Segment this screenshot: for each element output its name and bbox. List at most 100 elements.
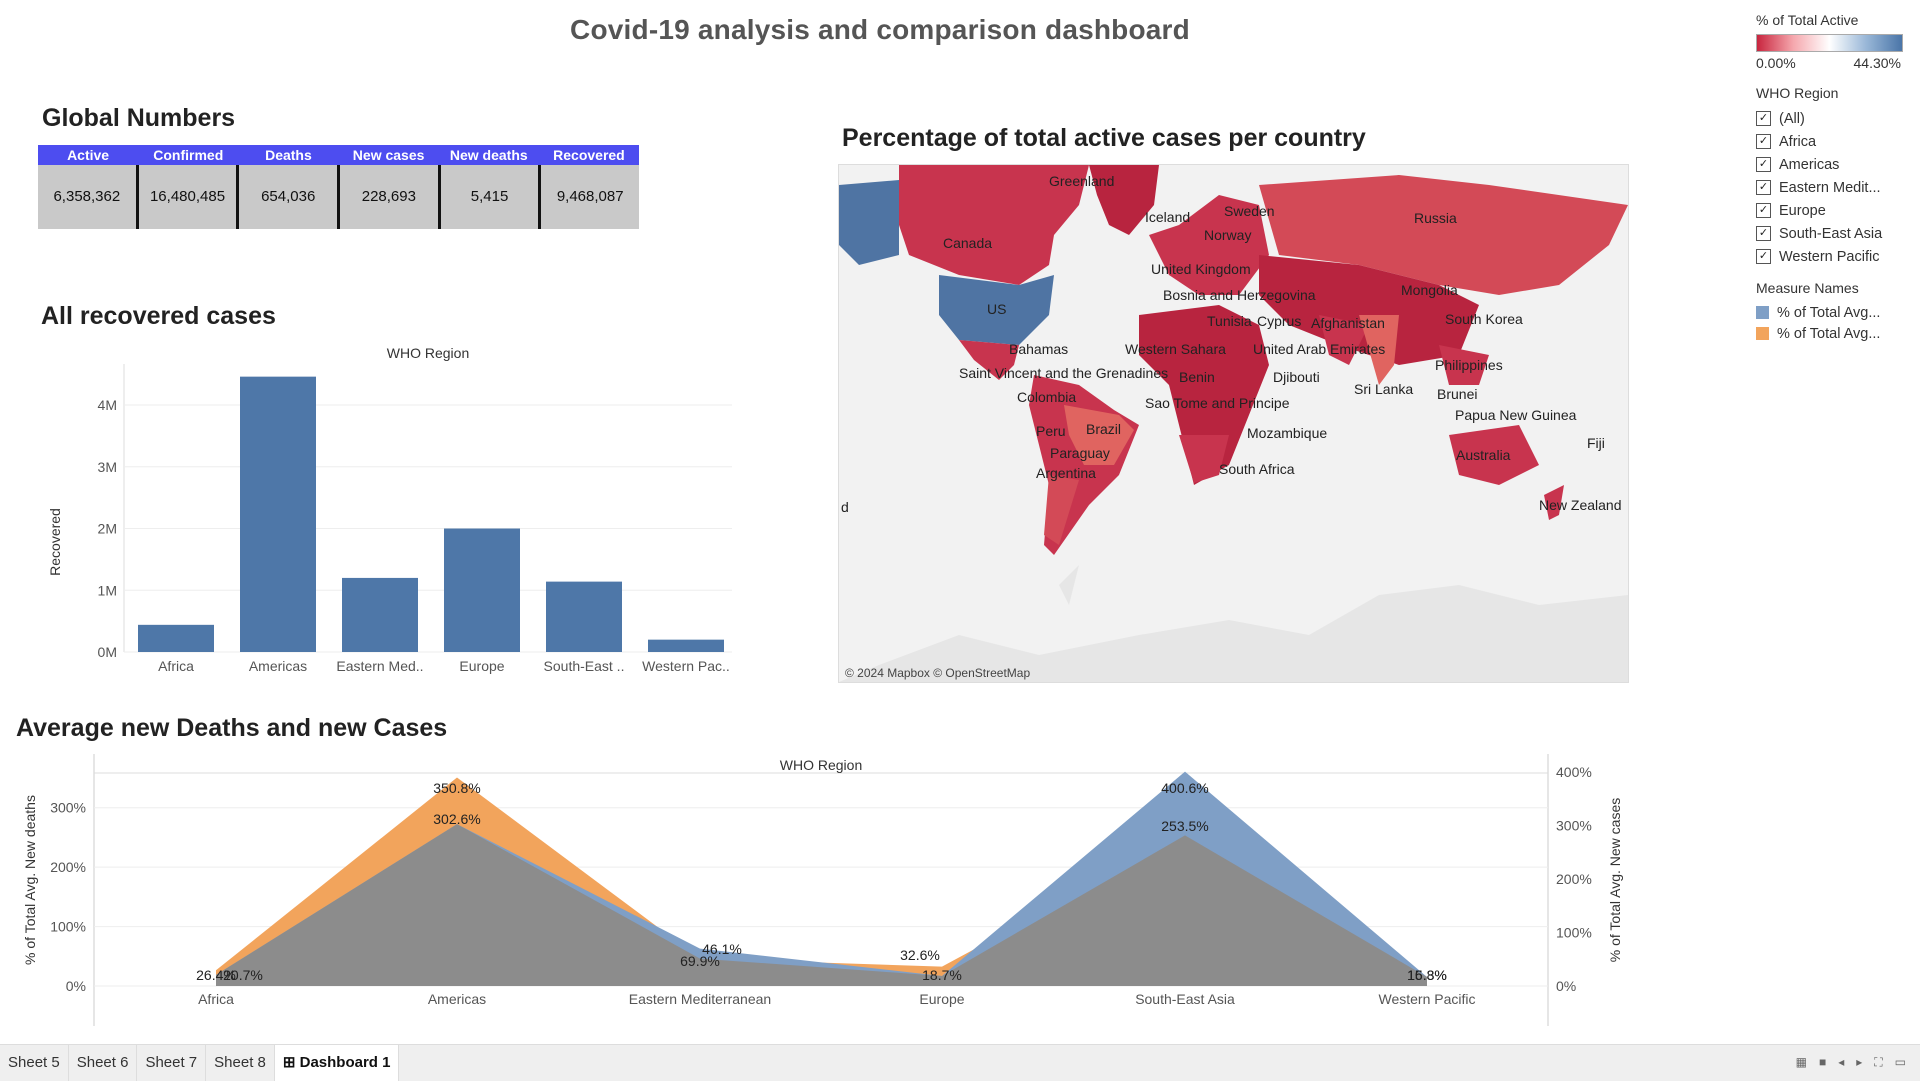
map-label-uk: United Kingdom xyxy=(1151,261,1251,277)
grid-view-icon[interactable]: ▦ xyxy=(1795,1055,1807,1069)
checkbox-icon[interactable]: ✓ xyxy=(1756,134,1771,149)
value-confirmed: 16,480,485 xyxy=(139,165,240,229)
region-filter-americas[interactable]: ✓ Americas xyxy=(1756,153,1916,176)
map-label-new-zealand: New Zealand xyxy=(1539,497,1622,513)
map-label-saint-vincent: Saint Vincent and the Grenadines xyxy=(959,365,1169,381)
map-label-djibouti: Djibouti xyxy=(1273,369,1320,385)
avg-left-tick: 300% xyxy=(50,800,86,816)
mexico-shape[interactable] xyxy=(959,340,1019,380)
avg-overlap-area xyxy=(216,824,1427,986)
world-map[interactable]: Greenland Iceland Sweden Norway Russia C… xyxy=(838,164,1629,683)
list-view-icon[interactable]: ■ xyxy=(1818,1055,1827,1069)
africa-shape[interactable] xyxy=(1139,305,1269,485)
measure-label: % of Total Avg... xyxy=(1777,325,1881,342)
greenland-shape[interactable] xyxy=(1089,165,1159,235)
avg-header: WHO Region xyxy=(780,757,862,773)
avg-data-label: 15.3% xyxy=(1407,967,1447,983)
checkbox-icon[interactable]: ✓ xyxy=(1756,226,1771,241)
world-map-shapes xyxy=(839,165,1628,682)
checkbox-icon[interactable]: ✓ xyxy=(1756,249,1771,264)
avg-chart-title: Average new Deaths and new Cases xyxy=(16,714,448,742)
recovered-ytick: 0M xyxy=(98,644,117,660)
recovered-bar[interactable] xyxy=(444,528,520,652)
recovered-bar[interactable] xyxy=(138,624,214,652)
next-icon[interactable]: ▸ xyxy=(1856,1055,1863,1069)
middle-east-shape[interactable] xyxy=(1319,315,1369,365)
avg-data-label: 46.1% xyxy=(702,941,742,957)
map-label-australia: Australia xyxy=(1456,447,1511,463)
header-active: Active xyxy=(67,147,110,163)
region-filter-africa[interactable]: ✓ Africa xyxy=(1756,130,1916,153)
prev-icon[interactable]: ◂ xyxy=(1838,1055,1845,1069)
avg-right-tick: 200% xyxy=(1556,871,1592,887)
measure-legend-item-blue[interactable]: % of Total Avg... xyxy=(1756,302,1916,323)
southeast-asia-shape[interactable] xyxy=(1439,345,1489,385)
map-label-us: US xyxy=(987,301,1007,317)
avg-data-label: 26.4% xyxy=(196,967,236,983)
russia-shape[interactable] xyxy=(1259,175,1628,295)
recovered-bar[interactable] xyxy=(240,376,316,652)
checkbox-icon[interactable]: ✓ xyxy=(1756,111,1771,126)
asia-shape[interactable] xyxy=(1259,255,1479,365)
region-filter-europe[interactable]: ✓ Europe xyxy=(1756,199,1916,222)
avg-right-ylabel: % of Total Avg. New cases xyxy=(1607,798,1623,962)
dashboard-title: Covid-19 analysis and comparison dashboa… xyxy=(570,14,1190,45)
map-label-south-africa: South Africa xyxy=(1219,461,1295,477)
map-label-argentina: Argentina xyxy=(1036,465,1096,481)
recovered-bar[interactable] xyxy=(342,577,418,652)
argentina-shape[interactable] xyxy=(1044,475,1079,545)
checkbox-icon[interactable]: ✓ xyxy=(1756,180,1771,195)
recovered-ytick: 2M xyxy=(98,521,117,537)
region-filter-western-pacific[interactable]: ✓ Western Pacific xyxy=(1756,245,1916,268)
australia-shape[interactable] xyxy=(1449,425,1539,485)
region-filter-eastern-med[interactable]: ✓ Eastern Medit... xyxy=(1756,176,1916,199)
recovered-y-ticks: 0M 1M 2M 3M 4M xyxy=(98,397,732,660)
present-icon[interactable]: ▭ xyxy=(1894,1055,1906,1069)
map-label-paraguay: Paraguay xyxy=(1050,445,1110,461)
india-shape[interactable] xyxy=(1359,315,1399,385)
avg-x-labels: Africa Americas Eastern Mediterranean Eu… xyxy=(198,991,1475,1007)
alaska-shape[interactable] xyxy=(839,180,899,265)
fullscreen-icon[interactable]: ⛶ xyxy=(1874,1055,1883,1069)
recovered-bar[interactable] xyxy=(546,581,622,652)
south-africa-shape[interactable] xyxy=(1179,435,1229,483)
map-label-mongolia: Mongolia xyxy=(1401,282,1458,298)
tab-sheet-8[interactable]: Sheet 8 xyxy=(206,1045,275,1081)
tab-dashboard-1[interactable]: ⊞ Dashboard 1 xyxy=(274,1045,400,1081)
avg-data-labels: 26.4% 20.7% 350.8% 302.6% 46.1% 69.9% 32… xyxy=(196,780,1447,983)
new-zealand-shape[interactable] xyxy=(1544,485,1564,520)
recovered-bars xyxy=(138,376,724,652)
avg-left-ylabel: % of Total Avg. New deaths xyxy=(22,795,38,965)
region-filter-south-east-asia[interactable]: ✓ South-East Asia xyxy=(1756,222,1916,245)
recovered-bar[interactable] xyxy=(648,639,724,652)
global-numbers-header-row: Active Confirmed Deaths New cases New de… xyxy=(38,145,639,165)
region-filter-all[interactable]: ✓ (All) xyxy=(1756,107,1916,130)
checkbox-icon[interactable]: ✓ xyxy=(1756,203,1771,218)
sheet-tab-bar: Sheet 5 Sheet 6 Sheet 7 Sheet 8 ⊞ Dashbo… xyxy=(0,1044,1920,1081)
canada-shape[interactable] xyxy=(899,165,1089,285)
tab-sheet-7[interactable]: Sheet 7 xyxy=(137,1045,207,1081)
map-label-tunisia: Tunisia xyxy=(1207,313,1252,329)
map-label-brazil: Brazil xyxy=(1086,421,1122,437)
active-legend-title: % of Total Active xyxy=(1756,12,1859,28)
avg-data-label: 20.7% xyxy=(223,967,263,983)
us-shape[interactable] xyxy=(939,275,1054,345)
tab-sheet-5[interactable]: Sheet 5 xyxy=(0,1045,69,1081)
header-recovered: Recovered xyxy=(553,147,625,163)
map-label-sao-tome: Sao Tome and Principe xyxy=(1145,395,1290,411)
brazil-shape[interactable] xyxy=(1064,405,1134,465)
region-filter-label: (All) xyxy=(1779,110,1805,127)
europe-shape[interactable] xyxy=(1149,195,1269,295)
recovered-ytick: 3M xyxy=(98,459,117,475)
map-label-bahamas: Bahamas xyxy=(1009,341,1069,357)
map-title: Percentage of total active cases per cou… xyxy=(842,124,1366,152)
recovered-xlabel: Americas xyxy=(249,658,307,674)
value-new-deaths: 5,415 xyxy=(441,165,542,229)
avg-xlabel: South-East Asia xyxy=(1135,991,1235,1007)
measure-legend-item-orange[interactable]: % of Total Avg... xyxy=(1756,323,1916,344)
tab-sheet-6[interactable]: Sheet 6 xyxy=(69,1045,138,1081)
map-credit[interactable]: © 2024 Mapbox © OpenStreetMap xyxy=(845,666,1031,680)
recovered-ylabel: Recovered xyxy=(47,508,63,576)
avg-area-chart: WHO Region % of Total Avg. New deaths % … xyxy=(22,754,1623,1026)
checkbox-icon[interactable]: ✓ xyxy=(1756,157,1771,172)
